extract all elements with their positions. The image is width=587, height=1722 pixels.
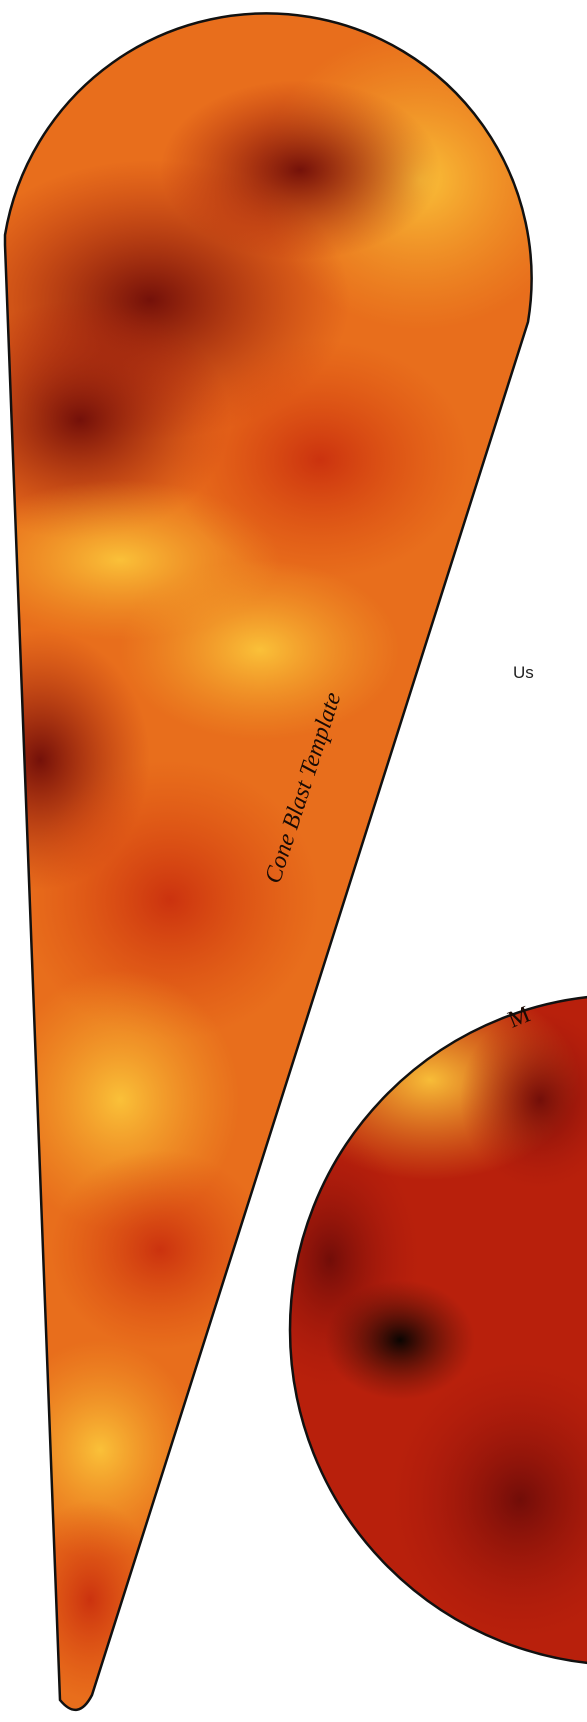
cone-outline xyxy=(3,12,533,1711)
circle-outline xyxy=(288,995,587,1665)
side-text: Us xyxy=(513,663,534,682)
circle-fill xyxy=(290,995,587,1665)
